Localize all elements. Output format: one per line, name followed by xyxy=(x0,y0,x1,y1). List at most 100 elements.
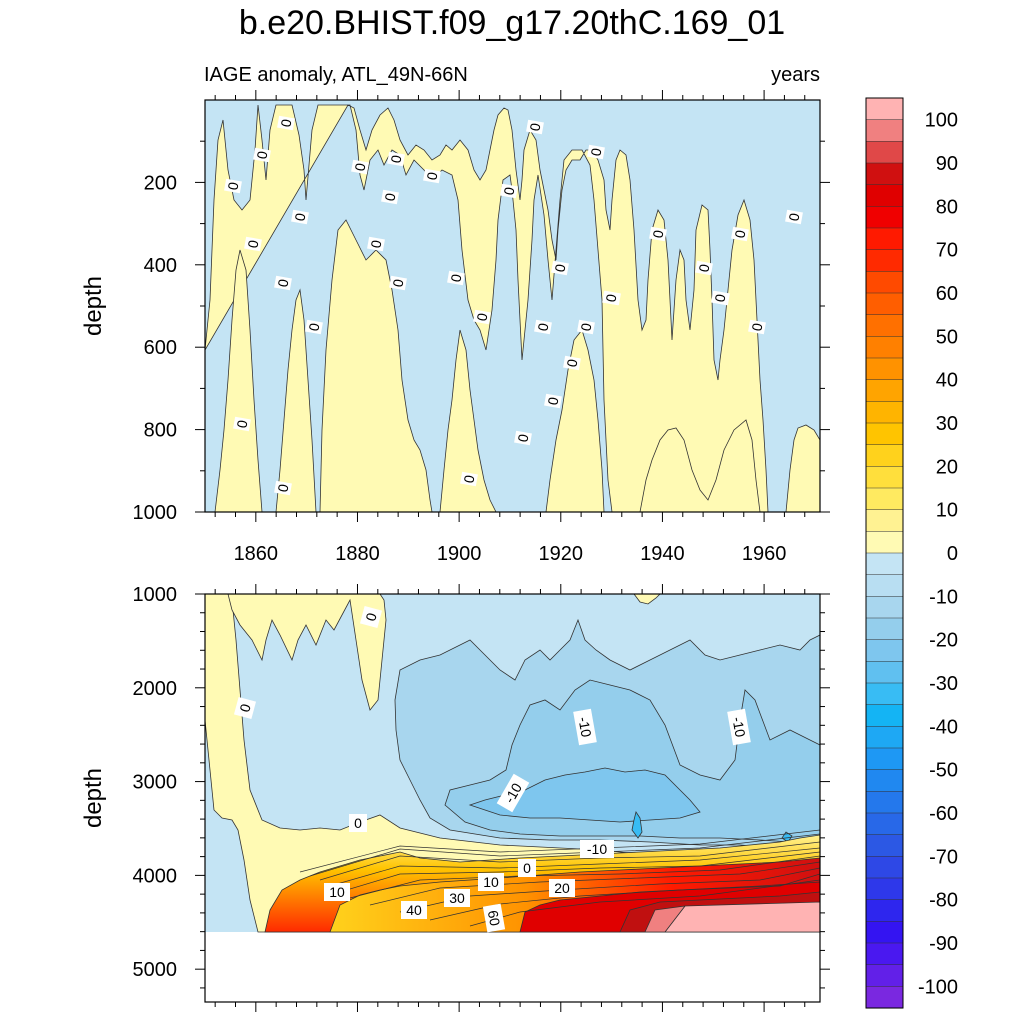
bottom-contour-label-bg xyxy=(549,879,575,897)
bottom-contour-label: 10 xyxy=(324,883,350,901)
bottom-deep-pink xyxy=(664,901,820,933)
bottom-contour-label: 10 xyxy=(478,873,504,891)
colorbar-swatch xyxy=(865,704,904,727)
top-contour-label-bg xyxy=(381,189,399,205)
bottom-contour-label-text: 40 xyxy=(406,902,422,918)
colorbar-swatch xyxy=(865,184,904,207)
top-contour-label-bg xyxy=(389,275,407,291)
colorbar-swatch xyxy=(865,206,904,229)
top-contour-label-text: 0 xyxy=(577,322,594,333)
bottom-contour-label-bg xyxy=(324,883,350,901)
top-contour-label: 0 xyxy=(526,119,544,135)
top-contour-label: 0 xyxy=(291,209,309,225)
bottom-contour-label-bg xyxy=(518,859,536,877)
top-contour-label: 0 xyxy=(447,270,465,286)
top-contour-label-bg xyxy=(711,290,729,306)
top-positive-region-2 xyxy=(214,249,263,512)
top-contour-label-bg xyxy=(731,226,749,242)
bottom-yellow-left xyxy=(205,594,820,933)
top-contour-label-text: 0 xyxy=(602,293,619,304)
top-contour-label: 0 xyxy=(244,236,262,252)
top-x-tick-label: 1860 xyxy=(234,543,279,565)
top-contour-label-bg xyxy=(305,319,323,335)
top-contour-label: 0 xyxy=(748,319,766,335)
colorbar-swatch xyxy=(865,986,904,1009)
colorbar-swatch xyxy=(865,574,904,597)
top-contour-label: 0 xyxy=(473,309,491,325)
colorbar-swatch xyxy=(865,336,904,359)
top-contour-label-text: 0 xyxy=(649,229,666,240)
colorbar-swatch xyxy=(865,921,904,944)
top-contour-label-text: 0 xyxy=(305,322,322,333)
colorbar-swatch xyxy=(865,162,904,186)
colorbar-swatch xyxy=(865,769,904,792)
top-contour-label-text: 0 xyxy=(460,474,477,485)
colorbar-swatch xyxy=(865,877,904,901)
top-contour-labels: 000000000000000000000000000000000000 xyxy=(224,115,803,496)
top-contour-label-bg xyxy=(387,151,405,167)
top-contour-label-bg xyxy=(587,144,605,160)
bottom-contour-label: -10 xyxy=(727,708,751,746)
top-contour-label-text: 0 xyxy=(514,433,531,444)
top-positive-region-7 xyxy=(639,419,761,512)
bottom-y-tick-label: 5000 xyxy=(133,959,178,981)
bottom-contour-label-bg xyxy=(359,605,383,629)
colorbar-label: 50 xyxy=(936,326,958,348)
bottom-contour-label-text: 20 xyxy=(554,880,570,896)
colorbar-swatch xyxy=(865,292,904,316)
top-contour-label-bg xyxy=(602,290,620,306)
colorbar-label: 30 xyxy=(936,413,958,435)
bottom-contour-label: 0 xyxy=(359,605,383,629)
bottom-contour-label: -10 xyxy=(573,708,597,746)
top-contour-label-text: 0 xyxy=(473,312,490,323)
top-contour-label-bg xyxy=(253,147,271,163)
colorbar-swatch xyxy=(865,726,904,749)
top-contour-label: 0 xyxy=(277,115,295,131)
top-contour-label: 0 xyxy=(563,355,581,371)
colorbar-label: 80 xyxy=(936,196,958,218)
colorbar-swatch xyxy=(865,466,904,489)
bottom-contour-label-text: -10 xyxy=(729,716,748,739)
bottom-yellow-top-1 xyxy=(227,594,387,711)
chart-title: b.e20.BHIST.f09_g17.20thC.169_01 xyxy=(239,4,785,42)
top-contour-label-text: 0 xyxy=(253,150,270,161)
colorbar-swatch xyxy=(865,899,904,922)
colorbar-swatch xyxy=(865,856,904,879)
top-contour-label-text: 0 xyxy=(785,212,802,223)
top-contour-label-bg xyxy=(224,178,242,194)
top-contour-label-bg xyxy=(695,260,713,276)
top-x-tick-label: 1880 xyxy=(335,543,380,565)
colorbar-swatch xyxy=(865,834,904,857)
top-contour-label-text: 0 xyxy=(367,239,384,250)
top-contour-label-bg xyxy=(447,270,465,286)
top-contour-label: 0 xyxy=(274,480,292,496)
bottom-contour-label-text: -10 xyxy=(575,716,594,739)
bottom-contour-label-bg xyxy=(727,708,751,746)
top-x-tick-label: 1960 xyxy=(742,543,787,565)
colorbar-label: -20 xyxy=(929,630,958,652)
colorbar-label: -30 xyxy=(929,673,958,695)
top-y-tick-label: 1000 xyxy=(133,502,178,524)
colorbar-swatch xyxy=(865,119,904,142)
colorbar: 1009080706050403020100-10-20-30-40-50-60… xyxy=(865,97,958,1009)
top-contour-label-text: 0 xyxy=(695,263,712,274)
colorbar-label: -80 xyxy=(929,890,958,912)
colorbar-swatch xyxy=(865,141,904,164)
colorbar-label: -50 xyxy=(929,760,958,782)
bottom-contour-label: 0 xyxy=(349,814,367,832)
top-contour-label-text: 0 xyxy=(731,229,748,240)
top-contour-label: 0 xyxy=(514,430,532,446)
top-contour-label-text: 0 xyxy=(224,181,241,192)
top-contour-label-text: 0 xyxy=(526,122,543,133)
bottom-contour-label-bg xyxy=(401,901,427,919)
top-contour-label: 0 xyxy=(551,260,569,276)
bottom-blue-minus20 xyxy=(468,767,701,823)
bottom-contour-label-bg xyxy=(233,696,257,720)
bottom-contour-label-text: 30 xyxy=(449,890,465,906)
top-y-tick-label: 400 xyxy=(144,255,177,277)
top-contour-label-text: 0 xyxy=(277,118,294,129)
colorbar-swatch xyxy=(865,357,904,381)
top-contour-label-text: 0 xyxy=(233,419,250,430)
